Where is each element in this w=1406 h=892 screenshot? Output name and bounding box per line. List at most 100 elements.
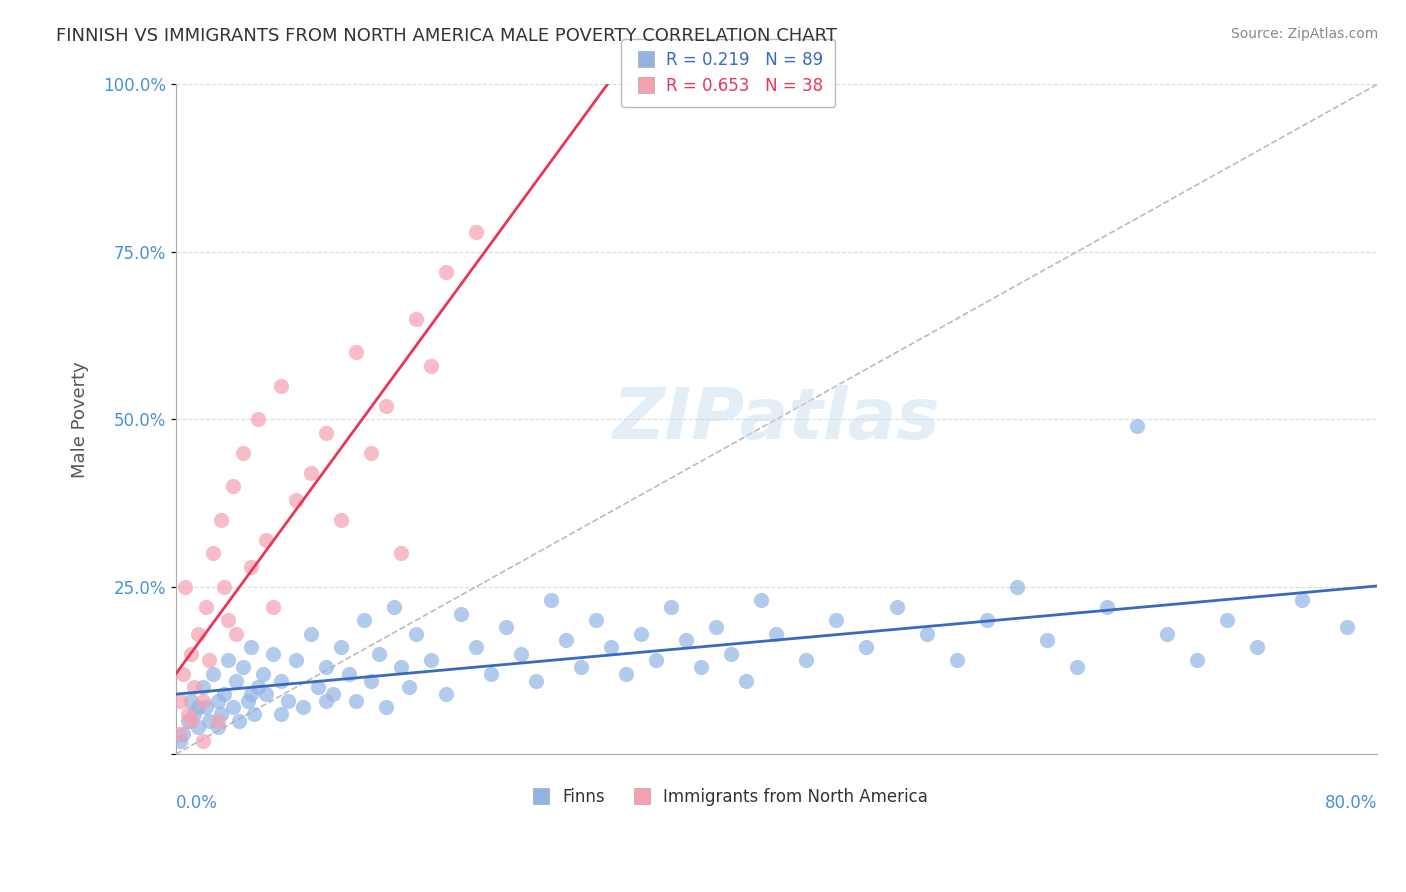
Point xyxy=(222,700,245,714)
Point xyxy=(207,714,229,728)
Point xyxy=(555,633,578,648)
Point xyxy=(735,673,758,688)
Point xyxy=(1125,419,1147,434)
Point xyxy=(284,492,307,507)
Point xyxy=(225,673,247,688)
Point xyxy=(191,693,214,707)
Point xyxy=(243,706,266,721)
Point xyxy=(292,700,315,714)
Point xyxy=(172,727,194,741)
Text: ZIPatlas: ZIPatlas xyxy=(613,384,941,454)
Point xyxy=(375,399,398,413)
Point xyxy=(180,714,202,728)
Point xyxy=(330,640,353,654)
Point xyxy=(1095,599,1118,614)
Point xyxy=(315,660,337,674)
Point xyxy=(202,666,225,681)
Point xyxy=(434,265,457,279)
Point xyxy=(232,660,254,674)
Point xyxy=(222,479,245,493)
Point xyxy=(207,693,229,707)
Point xyxy=(1246,640,1268,654)
Point xyxy=(212,580,235,594)
Point xyxy=(510,647,533,661)
Point xyxy=(172,666,194,681)
Point xyxy=(247,412,270,426)
Point xyxy=(495,620,517,634)
Point xyxy=(659,599,682,614)
Point xyxy=(389,546,412,560)
Point xyxy=(262,647,284,661)
Point xyxy=(236,693,259,707)
Point xyxy=(398,680,420,694)
Point xyxy=(434,687,457,701)
Point xyxy=(198,714,221,728)
Point xyxy=(375,700,398,714)
Point xyxy=(630,626,652,640)
Point xyxy=(228,714,250,728)
Point xyxy=(420,359,443,373)
Point xyxy=(217,613,239,627)
Point xyxy=(465,225,488,239)
Point xyxy=(1156,626,1178,640)
Point xyxy=(212,687,235,701)
Point xyxy=(270,706,292,721)
Point xyxy=(1216,613,1239,627)
Point xyxy=(254,687,277,701)
Point xyxy=(915,626,938,640)
Point xyxy=(600,640,623,654)
Point xyxy=(247,680,270,694)
Point xyxy=(1336,620,1358,634)
Point xyxy=(405,626,427,640)
Point xyxy=(239,687,262,701)
Text: 80.0%: 80.0% xyxy=(1324,795,1376,813)
Point xyxy=(183,706,205,721)
Point xyxy=(360,446,382,460)
Point xyxy=(194,599,217,614)
Point xyxy=(177,706,200,721)
Point xyxy=(645,653,668,667)
Point xyxy=(420,653,443,667)
Point xyxy=(180,647,202,661)
Point xyxy=(270,673,292,688)
Point xyxy=(169,693,191,707)
Point xyxy=(187,720,209,734)
Point xyxy=(330,513,353,527)
Point xyxy=(945,653,967,667)
Point xyxy=(239,559,262,574)
Point xyxy=(675,633,697,648)
Point xyxy=(315,693,337,707)
Point xyxy=(479,666,502,681)
Point xyxy=(225,626,247,640)
Point xyxy=(239,640,262,654)
Point xyxy=(524,673,547,688)
Point xyxy=(191,734,214,748)
Point xyxy=(389,660,412,674)
Point xyxy=(177,714,200,728)
Point xyxy=(344,693,367,707)
Point xyxy=(315,425,337,440)
Point xyxy=(194,700,217,714)
Point xyxy=(614,666,637,681)
Point xyxy=(765,626,787,640)
Point xyxy=(1005,580,1028,594)
Point xyxy=(382,599,405,614)
Text: FINNISH VS IMMIGRANTS FROM NORTH AMERICA MALE POVERTY CORRELATION CHART: FINNISH VS IMMIGRANTS FROM NORTH AMERICA… xyxy=(56,27,837,45)
Point xyxy=(344,345,367,359)
Point xyxy=(202,546,225,560)
Point xyxy=(180,693,202,707)
Point xyxy=(217,653,239,667)
Point xyxy=(207,720,229,734)
Point xyxy=(585,613,607,627)
Point xyxy=(353,613,375,627)
Point xyxy=(187,626,209,640)
Point xyxy=(299,626,322,640)
Point xyxy=(277,693,299,707)
Point xyxy=(704,620,727,634)
Point xyxy=(191,680,214,694)
Point xyxy=(825,613,848,627)
Point xyxy=(167,727,190,741)
Text: Source: ZipAtlas.com: Source: ZipAtlas.com xyxy=(1230,27,1378,41)
Point xyxy=(173,580,195,594)
Point xyxy=(322,687,344,701)
